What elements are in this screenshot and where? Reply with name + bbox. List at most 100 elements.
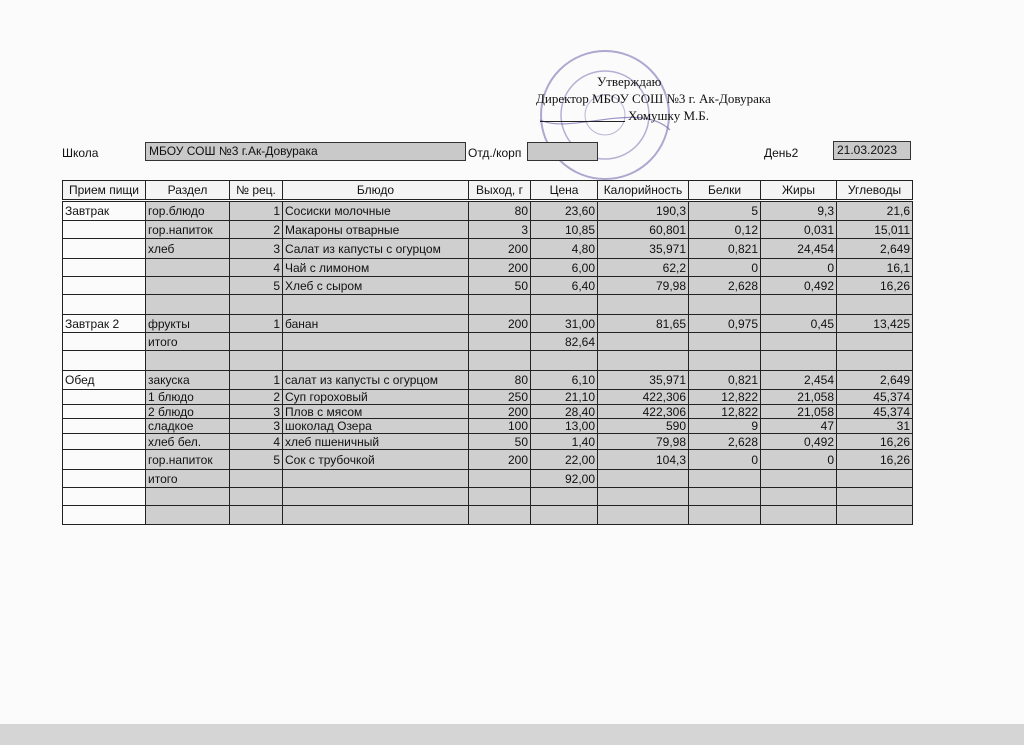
- table-cell: Сок с трубочкой: [282, 449, 469, 470]
- table-cell: 31: [836, 418, 913, 434]
- column-header: Калорийность: [597, 180, 689, 200]
- table-cell: 21,6: [836, 201, 913, 221]
- table-cell: [597, 350, 689, 371]
- table-cell: [62, 220, 146, 239]
- table-cell: [229, 350, 283, 371]
- table-cell: 0,492: [760, 276, 837, 295]
- table-cell: итого: [145, 332, 230, 351]
- table-cell: 35,971: [597, 238, 689, 259]
- table-cell: [688, 469, 761, 488]
- table-cell: [688, 505, 761, 525]
- table-cell: [836, 294, 913, 315]
- table-cell: [62, 505, 146, 525]
- table-cell: 80: [468, 201, 531, 221]
- table-cell: [836, 487, 913, 506]
- table-cell: [145, 258, 230, 277]
- column-header: № рец.: [229, 180, 283, 200]
- table-cell: 100: [468, 418, 531, 434]
- table-cell: [760, 505, 837, 525]
- table-cell: [468, 350, 531, 371]
- table-cell: салат из капусты с огурцом: [282, 370, 469, 390]
- table-cell: 4: [229, 258, 283, 277]
- table-cell: 47: [760, 418, 837, 434]
- table-cell: [688, 487, 761, 506]
- table-cell: 2,649: [836, 238, 913, 259]
- table-cell: 0,031: [760, 220, 837, 239]
- dept-label: Отд./корп: [468, 146, 522, 160]
- table-cell: [760, 487, 837, 506]
- table-cell: 79,98: [597, 276, 689, 295]
- table-cell: 21,10: [530, 389, 598, 405]
- table-cell: [62, 404, 146, 419]
- approve-title: Утверждаю: [597, 74, 662, 89]
- table-cell: [468, 505, 531, 525]
- table-cell: 200: [468, 314, 531, 333]
- column-header: Цена: [530, 180, 598, 200]
- table-cell: 21,058: [760, 404, 837, 419]
- table-cell: [530, 487, 598, 506]
- table-cell: [62, 238, 146, 259]
- table-cell: 21,058: [760, 389, 837, 405]
- table-cell: 81,65: [597, 314, 689, 333]
- dept-value: [527, 142, 598, 161]
- table-cell: 4,80: [530, 238, 598, 259]
- table-cell: Хлеб с сыром: [282, 276, 469, 295]
- table-cell: [530, 505, 598, 525]
- table-cell: 2 блюдо: [145, 404, 230, 419]
- table-cell: 2,628: [688, 433, 761, 450]
- table-cell: 0: [688, 449, 761, 470]
- table-cell: 2,454: [760, 370, 837, 390]
- table-cell: 50: [468, 433, 531, 450]
- table-cell: 2,649: [836, 370, 913, 390]
- table-cell: 35,971: [597, 370, 689, 390]
- column-header: Углеводы: [836, 180, 913, 200]
- table-cell: [760, 294, 837, 315]
- table-cell: 422,306: [597, 404, 689, 419]
- table-cell: [468, 469, 531, 488]
- table-cell: [468, 332, 531, 351]
- table-cell: 0,492: [760, 433, 837, 450]
- table-cell: [836, 505, 913, 525]
- table-cell: 0: [760, 449, 837, 470]
- table-cell: 4: [229, 433, 283, 450]
- table-cell: [62, 418, 146, 434]
- table-cell: 24,454: [760, 238, 837, 259]
- table-cell: [597, 487, 689, 506]
- table-cell: 80: [468, 370, 531, 390]
- table-cell: фрукты: [145, 314, 230, 333]
- table-cell: 0,821: [688, 238, 761, 259]
- table-cell: 250: [468, 389, 531, 405]
- table-cell: Суп гороховый: [282, 389, 469, 405]
- table-cell: [597, 294, 689, 315]
- scan-edge: [0, 724, 1024, 745]
- table-cell: 9,3: [760, 201, 837, 221]
- table-cell: 12,822: [688, 389, 761, 405]
- table-cell: 0,821: [688, 370, 761, 390]
- table-cell: 422,306: [597, 389, 689, 405]
- table-cell: сладкое: [145, 418, 230, 434]
- table-cell: [62, 294, 146, 315]
- table-cell: [836, 350, 913, 371]
- table-cell: [760, 469, 837, 488]
- table-cell: [760, 332, 837, 351]
- table-cell: закуска: [145, 370, 230, 390]
- table-cell: 200: [468, 258, 531, 277]
- table-cell: 200: [468, 449, 531, 470]
- table-cell: 1,40: [530, 433, 598, 450]
- table-cell: 28,40: [530, 404, 598, 419]
- table-cell: 60,801: [597, 220, 689, 239]
- school-label: Школа: [62, 146, 99, 160]
- table-cell: [62, 389, 146, 405]
- day-label: День2: [764, 146, 799, 160]
- table-cell: 0,45: [760, 314, 837, 333]
- table-cell: 3: [229, 238, 283, 259]
- table-cell: [229, 469, 283, 488]
- table-cell: [597, 469, 689, 488]
- table-cell: 0: [688, 258, 761, 277]
- table-cell: 9: [688, 418, 761, 434]
- table-cell: 3: [468, 220, 531, 239]
- table-cell: [760, 350, 837, 371]
- table-cell: [688, 332, 761, 351]
- table-cell: [688, 294, 761, 315]
- table-cell: 6,10: [530, 370, 598, 390]
